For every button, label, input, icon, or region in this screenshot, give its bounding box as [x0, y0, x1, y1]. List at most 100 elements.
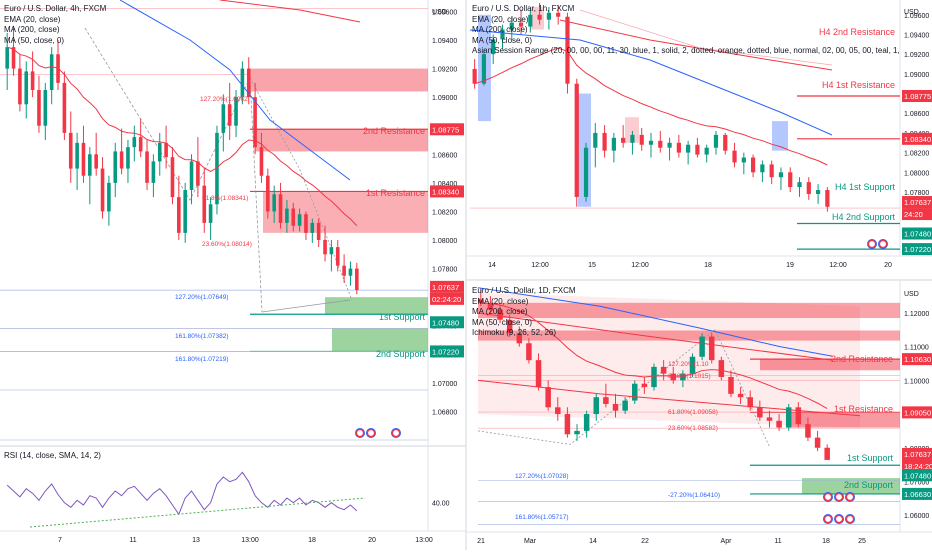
br-time-tick: 18 — [822, 538, 830, 545]
br-candle — [718, 360, 725, 377]
br-time-tick: 25 — [858, 538, 866, 545]
br-candle — [708, 336, 715, 361]
tr-candle — [639, 134, 644, 145]
br-time-tick: Mar — [524, 538, 537, 545]
tr-time-tick: 15 — [588, 262, 596, 269]
left-fib-zigzag — [84, 27, 263, 313]
br-label-1st-resistance: 1st Resistance — [834, 404, 893, 414]
tr-indicator-ema: EMA (20, close) — [472, 14, 529, 24]
tr-candle — [509, 22, 514, 30]
br-label-2nd-support: 2nd Support — [844, 480, 894, 490]
left-currency: USD — [432, 9, 447, 16]
left-fib-label: 127.20%(1.0962 — [200, 96, 248, 103]
tr-tag-r1-bg — [902, 132, 932, 145]
left-candle — [253, 97, 257, 148]
left-event-flag-icon-ring — [355, 428, 365, 438]
left-candle — [100, 168, 105, 212]
left-price-tick: 1.08400 — [432, 181, 457, 188]
left-tag-r1-bg — [430, 185, 464, 198]
left-tag-s2: 1.07220 — [430, 345, 464, 358]
br-price-tick: 1.10000 — [904, 378, 929, 385]
tr-indicator-ma200: MA (200, close) — [472, 25, 528, 34]
left-candle — [107, 182, 111, 212]
left-candle — [62, 82, 67, 133]
br-candle — [737, 393, 744, 398]
left-candle — [30, 71, 35, 90]
br-fib-label: 23.60%(1.08582) — [668, 425, 718, 432]
left-candle — [113, 151, 118, 183]
left-chart-title: Euro / U.S. Dollar, 4h, FXCM — [4, 4, 107, 13]
br-tag-r2-text: 1.10630 — [904, 355, 931, 364]
left-support-zone-1st — [325, 297, 428, 315]
tr-session-box — [530, 6, 544, 30]
left-resistance-zone-top — [248, 68, 428, 92]
left-tag-countdown: 02:24:20 — [430, 292, 464, 305]
br-event-flag-icon — [845, 514, 855, 524]
tr-indicator-ma50: MA (50, close, 0) — [472, 35, 533, 45]
tr-tag-current-bg — [902, 196, 932, 209]
br-tag-s2: 1.06630 — [902, 487, 932, 500]
tr-time-tick: 12:00 — [531, 262, 549, 269]
tr-candle — [583, 147, 589, 197]
tr-ma200-shadow — [579, 9, 833, 66]
left-chart-header: Euro / U.S. Dollar, 4h, FXCM EMA (20, cl… — [4, 4, 106, 46]
left-candle — [75, 142, 79, 169]
tr-candle — [713, 134, 719, 148]
tr-candle — [565, 16, 570, 84]
br-ma200-line — [477, 312, 833, 361]
tr-price-tick: 1.08000 — [904, 170, 929, 177]
tr-tag-s1-text: 1.07480 — [904, 230, 931, 239]
br-resistance-zone-2nd — [760, 359, 900, 371]
tr-event-flag-icon — [867, 239, 877, 249]
left-candle — [81, 142, 86, 176]
tr-candle — [704, 147, 709, 155]
tr-label-h4-1st-support: H4 1st Support — [835, 182, 896, 192]
br-candle — [574, 430, 580, 435]
tr-indicator-asian-session: Asian Session Range (20, 00, 00, 00, 11,… — [472, 46, 900, 55]
tr-candle — [686, 144, 691, 153]
tr-tag-r2-text: 1.08775 — [904, 92, 931, 101]
tr-candle — [732, 150, 737, 163]
left-candle — [88, 154, 92, 176]
tr-tag-r1: 1.08340 — [902, 132, 932, 145]
tr-chart-title: Euro / U.S. Dollar, 1h, FXCM — [472, 4, 575, 13]
tr-candle — [825, 190, 830, 207]
br-tag-s2-text: 1.06630 — [904, 490, 931, 499]
tr-asian-box — [772, 121, 788, 151]
br-candle — [651, 366, 657, 388]
left-candle — [177, 197, 181, 233]
tr-candle — [797, 182, 802, 188]
left-time-tick: 13:00 — [241, 537, 259, 544]
br-event-flag-icon-ring — [834, 492, 844, 502]
tr-session-box — [625, 117, 639, 143]
br-candle — [785, 407, 792, 428]
tr-tag-s2-text: 1.07220 — [904, 245, 931, 254]
left-candle — [183, 190, 187, 233]
br-candle — [583, 414, 590, 431]
left-candle — [94, 154, 98, 169]
left-fib-label: 61.8%(1.08341) — [202, 195, 248, 202]
br-fib-label: 61.80%(1.09058) — [668, 409, 718, 416]
tr-price-tick: 1.09000 — [904, 72, 929, 79]
left-tag-s1-text: 1.07480 — [432, 318, 459, 327]
br-label-2nd-resistance: 2nd Resistance — [831, 354, 893, 364]
br-candle — [632, 383, 638, 401]
tr-ema-line — [474, 47, 828, 166]
left-price-tick: 1.09000 — [432, 95, 457, 102]
tr-event-flag-icon-ring — [867, 239, 877, 249]
left-candle — [164, 142, 168, 158]
left-candle — [189, 161, 194, 190]
tr-time-tick: 12:00 — [829, 262, 847, 269]
br-tag-r2-bg — [902, 353, 932, 366]
tr-ma200-line — [559, 19, 833, 71]
rsi-title: RSI (14, close, SMA, 14, 2) — [4, 451, 101, 460]
br-time-tick: 11 — [774, 538, 781, 545]
left-time-tick: 11 — [129, 537, 136, 544]
tr-candle — [778, 172, 784, 178]
rsi-line — [6, 471, 358, 516]
left-tag-r1-text: 1.08340 — [432, 187, 459, 196]
br-candle — [641, 383, 648, 388]
br-time-tick: 14 — [589, 538, 597, 545]
tr-candle — [500, 29, 505, 40]
